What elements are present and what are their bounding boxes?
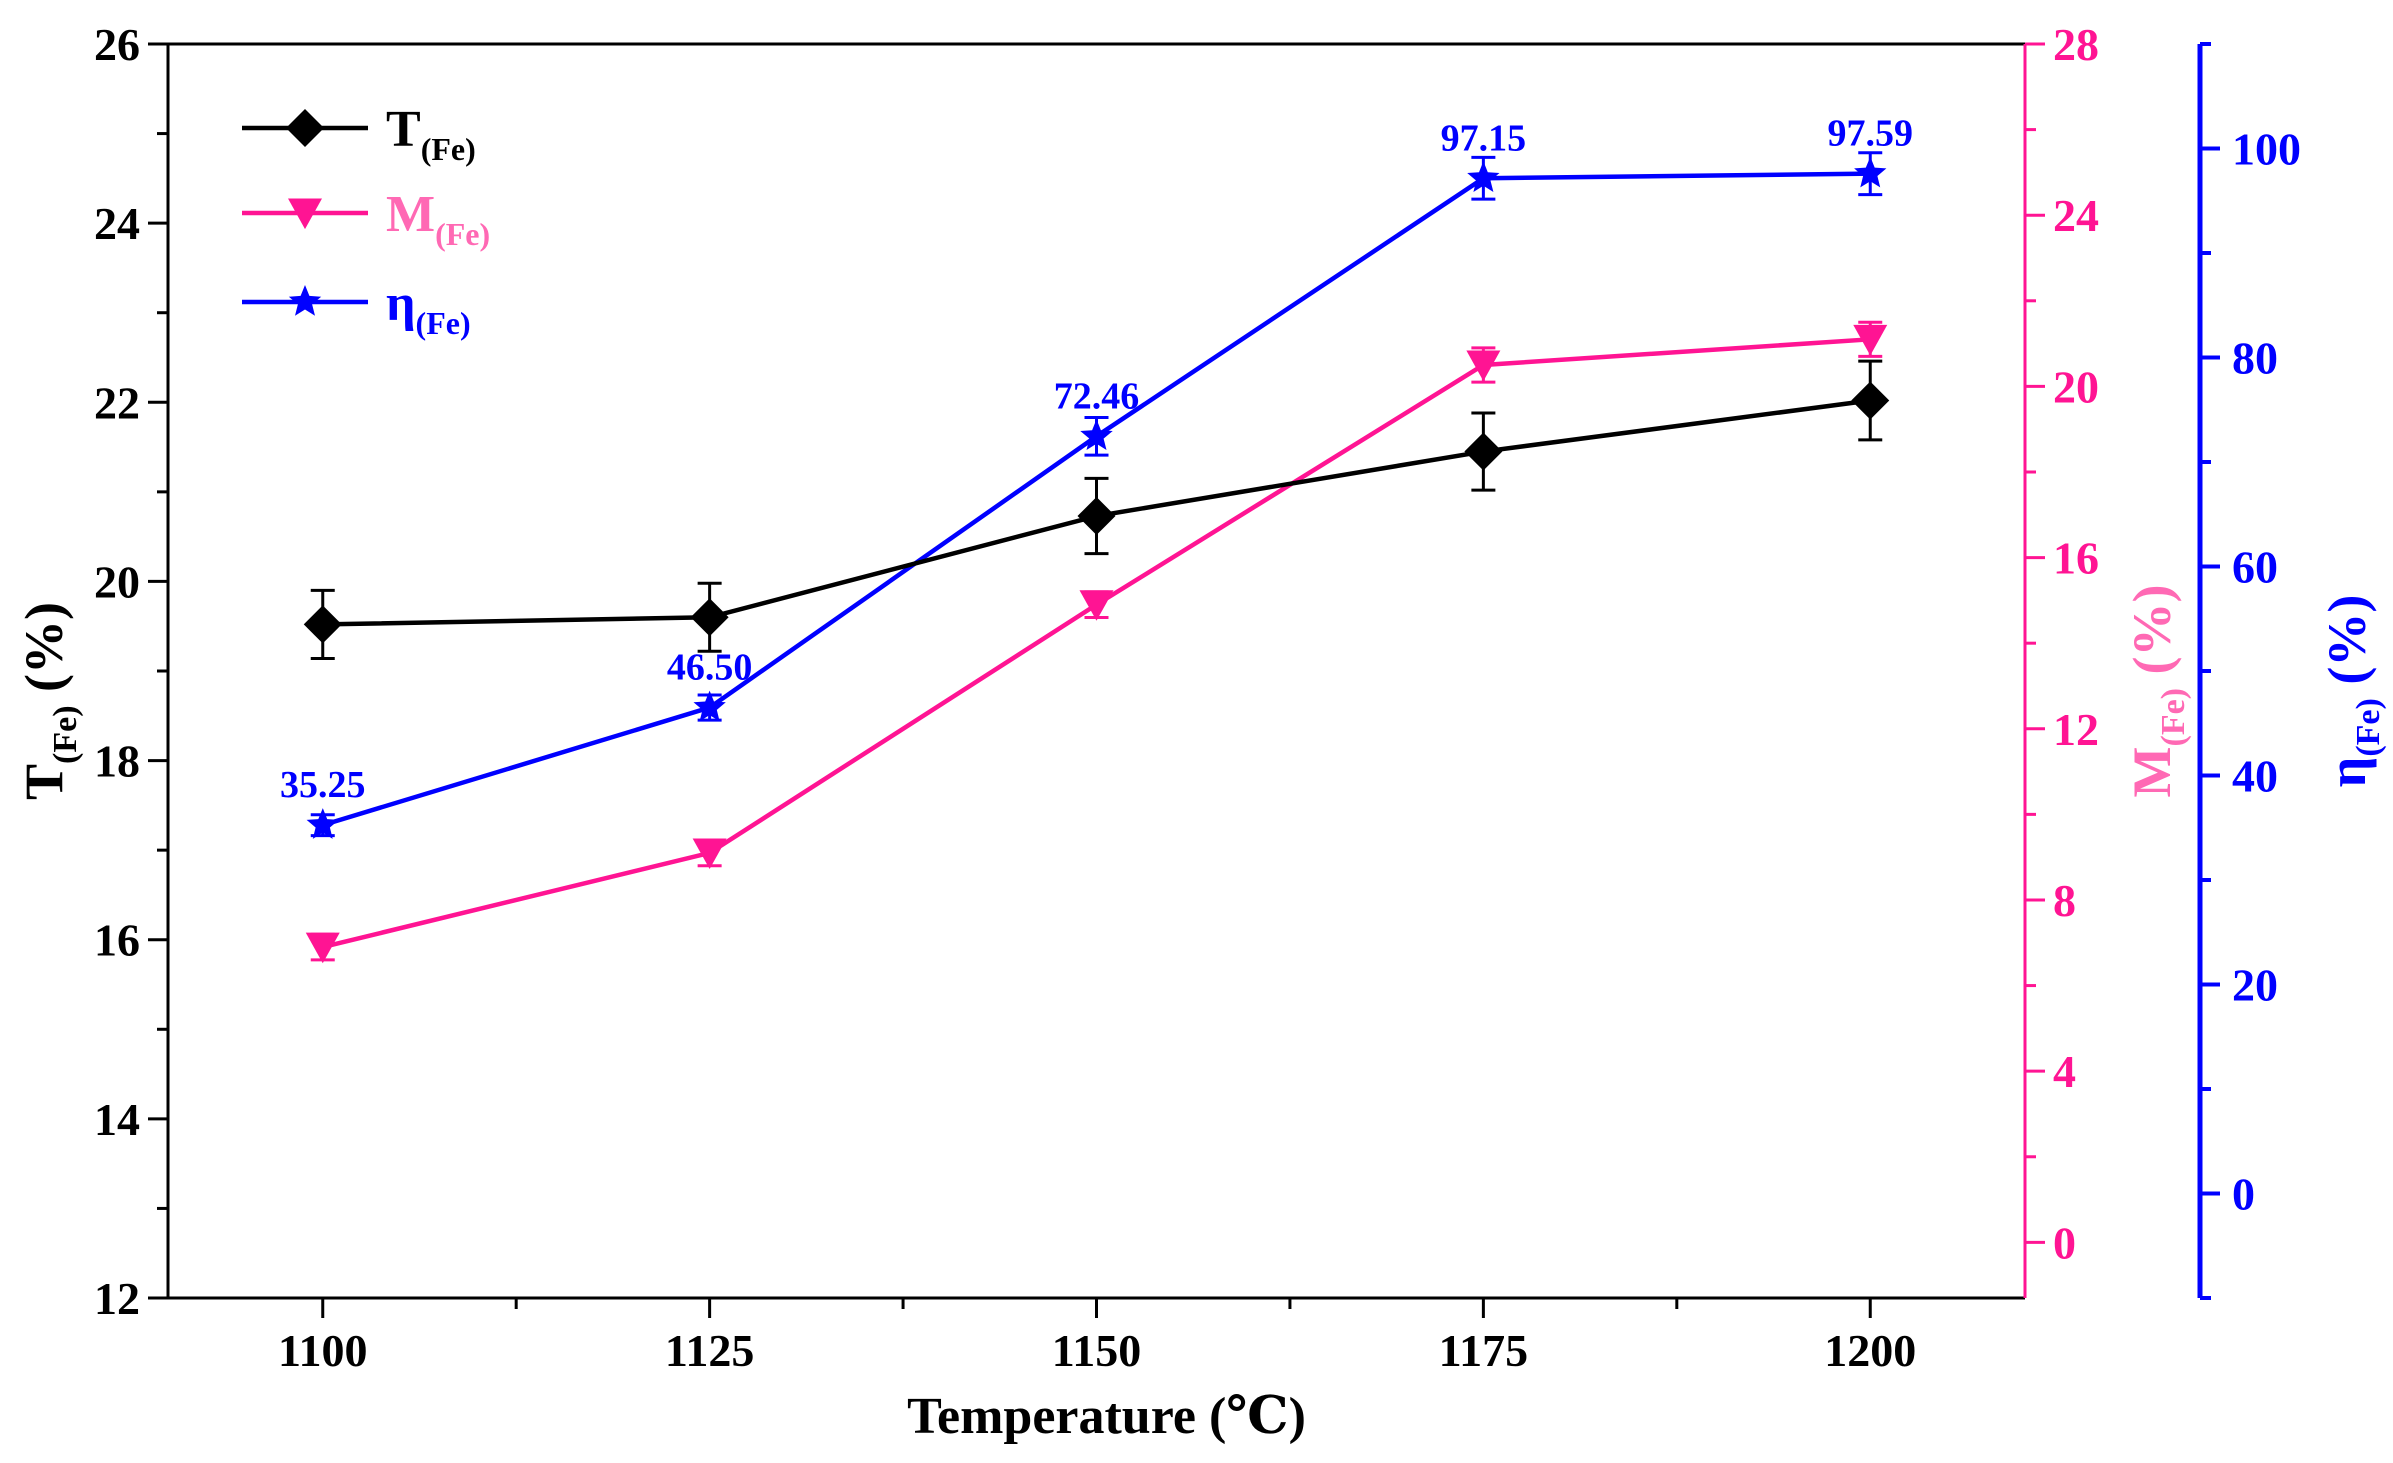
data-point <box>1464 432 1503 471</box>
left-tick-label: 18 <box>94 736 140 787</box>
left-tick-label: 16 <box>94 915 140 966</box>
right-eta-tick-label: 0 <box>2232 1169 2255 1220</box>
right-m-tick-label: 0 <box>2053 1217 2076 1268</box>
x-tick-label: 1125 <box>665 1325 754 1376</box>
data-point <box>1466 350 1501 382</box>
x-tick-label: 1175 <box>1439 1325 1528 1376</box>
legend-label-sub: (Fe) <box>421 131 476 167</box>
legend-marker <box>288 198 322 230</box>
legend-item-2: η(Fe) <box>242 275 471 341</box>
left-tick-label: 20 <box>94 556 140 607</box>
data-label: 72.46 <box>1054 375 1140 417</box>
left-tick-label: 12 <box>94 1273 140 1324</box>
data-point <box>1079 590 1114 621</box>
x-tick-label: 1150 <box>1052 1325 1141 1376</box>
right-eta-tick-label: 20 <box>2232 960 2278 1011</box>
legend-label: M(Fe) <box>386 186 490 252</box>
data-point <box>1077 497 1116 536</box>
data-point <box>305 932 340 964</box>
right-m-tick-label: 20 <box>2053 361 2099 412</box>
left-axis-title-unit: (%) <box>14 602 74 705</box>
data-point <box>1853 324 1888 356</box>
right-eta-tick-label: 100 <box>2232 124 2301 175</box>
right-axis-m-title-main: M <box>2122 747 2182 798</box>
data-label: 97.59 <box>1828 113 1914 155</box>
series-1 <box>305 320 1888 964</box>
x-tick-label: 1200 <box>1824 1325 1916 1376</box>
right-axis-eta-title: η(Fe) (%) <box>2317 595 2387 788</box>
right-axis-m-title: M(Fe) (%) <box>2122 585 2192 798</box>
left-axis-title: T(Fe) (%) <box>14 602 84 800</box>
right-m-tick-label: 12 <box>2053 704 2099 755</box>
legend-label-sub: (Fe) <box>435 216 490 252</box>
legend-marker <box>288 285 322 316</box>
right-eta-tick-label: 40 <box>2232 751 2278 802</box>
left-tick-label: 26 <box>94 19 140 70</box>
data-point <box>1467 161 1500 192</box>
right-axis-eta-title-unit: (%) <box>2317 595 2377 698</box>
data-label: 46.50 <box>667 647 753 689</box>
legend-label-main: T <box>386 101 421 158</box>
data-point <box>690 598 729 637</box>
data-point <box>306 808 339 839</box>
legend-label: T(Fe) <box>386 101 476 167</box>
data-label: 97.15 <box>1441 117 1527 159</box>
data-point <box>1080 419 1113 450</box>
right-m-tick-label: 24 <box>2053 190 2099 241</box>
legend: T(Fe)M(Fe)η(Fe) <box>242 101 490 341</box>
right-eta-tick-label: 60 <box>2232 542 2278 593</box>
left-tick-label: 14 <box>94 1094 140 1145</box>
x-axis-title: Temperature (℃) <box>907 1388 1306 1445</box>
series-2 <box>306 151 1887 839</box>
legend-item-1: M(Fe) <box>242 186 490 252</box>
data-point <box>1851 381 1890 420</box>
right-m-tick-label: 16 <box>2053 533 2099 584</box>
data-point <box>1854 156 1887 188</box>
right-m-tick-label: 28 <box>2053 19 2099 70</box>
data-point <box>303 605 342 644</box>
legend-marker <box>286 109 324 147</box>
legend-item-0: T(Fe) <box>242 101 476 167</box>
data-label: 35.25 <box>280 764 366 806</box>
right-axis-eta-title-sub: (Fe) <box>2350 698 2387 757</box>
legend-label: η(Fe) <box>386 275 471 341</box>
series-0 <box>303 359 1890 660</box>
series-layer <box>303 151 1890 964</box>
right-axis-eta-title-main: η <box>2317 757 2377 788</box>
left-tick-label: 22 <box>94 377 140 428</box>
left-axis-title-main: T <box>14 764 74 800</box>
right-m-tick-label: 8 <box>2053 875 2076 926</box>
right-axis-m-title-sub: (Fe) <box>2155 688 2192 747</box>
legend-label-sub: (Fe) <box>416 305 471 341</box>
legend-label-main: M <box>386 186 435 243</box>
data-point <box>692 838 727 870</box>
legend-label-main: η <box>386 275 416 332</box>
left-tick-label: 24 <box>94 198 140 249</box>
data-point <box>693 690 726 722</box>
x-tick-label: 1100 <box>278 1325 367 1376</box>
right-axis-m-title-unit: (%) <box>2122 585 2182 688</box>
labels-layer: 35.25 46.50 72.46 97.15 97.59 <box>280 113 1913 806</box>
left-axis-title-sub: (Fe) <box>47 705 84 764</box>
right-eta-tick-label: 80 <box>2232 333 2278 384</box>
right-m-tick-label: 4 <box>2053 1046 2076 1097</box>
